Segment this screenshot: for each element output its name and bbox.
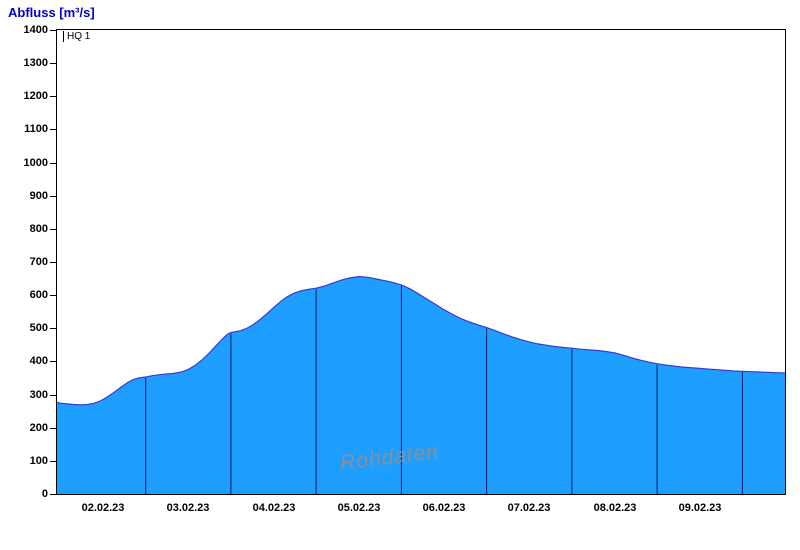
- y-tick-label: 900: [29, 190, 48, 202]
- y-tick-mark: [50, 229, 56, 230]
- x-tick-label: 03.02.23: [166, 502, 210, 514]
- y-tick-mark: [50, 63, 56, 64]
- y-tick-label: 100: [29, 455, 48, 467]
- y-tick-mark: [50, 163, 56, 164]
- discharge-area-plot: [57, 275, 785, 494]
- y-tick-mark: [50, 196, 56, 197]
- y-tick-mark: [50, 96, 56, 97]
- y-tick-label: 1200: [23, 90, 48, 102]
- y-tick-mark: [50, 295, 56, 296]
- y-tick-label: 300: [29, 389, 48, 401]
- chart-title: Abfluss [m³/s]: [8, 5, 95, 20]
- x-tick-label: 05.02.23: [337, 502, 381, 514]
- discharge-curve-line: [57, 275, 785, 406]
- y-tick-mark: [50, 395, 56, 396]
- y-tick-label: 1000: [23, 157, 48, 169]
- y-tick-mark: [50, 328, 56, 329]
- x-tick-label: 09.02.23: [678, 502, 722, 514]
- y-tick-mark: [50, 494, 56, 495]
- x-tick-label: 02.02.23: [81, 502, 125, 514]
- y-tick-mark: [50, 361, 56, 362]
- plot-area[interactable]: HQ 1 Rohdaten: [56, 29, 786, 495]
- hq1-threshold-label: HQ 1: [63, 31, 90, 42]
- y-tick-label: 1100: [24, 123, 48, 135]
- y-tick-label: 700: [29, 256, 48, 268]
- y-tick-mark: [50, 30, 56, 31]
- x-tick-label: 07.02.23: [507, 502, 551, 514]
- discharge-area-fill: [57, 276, 785, 494]
- x-tick-label: 04.02.23: [252, 502, 296, 514]
- y-tick-mark: [50, 262, 56, 263]
- y-tick-label: 200: [29, 422, 48, 434]
- y-tick-label: 0: [41, 488, 48, 500]
- x-tick-label: 06.02.23: [422, 502, 466, 514]
- y-tick-mark: [50, 428, 56, 429]
- y-tick-label: 1400: [23, 24, 48, 36]
- x-tick-label: 08.02.23: [593, 502, 637, 514]
- y-tick-label: 600: [29, 289, 48, 301]
- y-tick-label: 400: [29, 355, 48, 367]
- y-tick-label: 800: [29, 223, 48, 235]
- y-tick-label: 500: [29, 322, 48, 334]
- y-tick-mark: [50, 129, 56, 130]
- y-tick-label: 1300: [23, 57, 48, 69]
- y-tick-mark: [50, 461, 56, 462]
